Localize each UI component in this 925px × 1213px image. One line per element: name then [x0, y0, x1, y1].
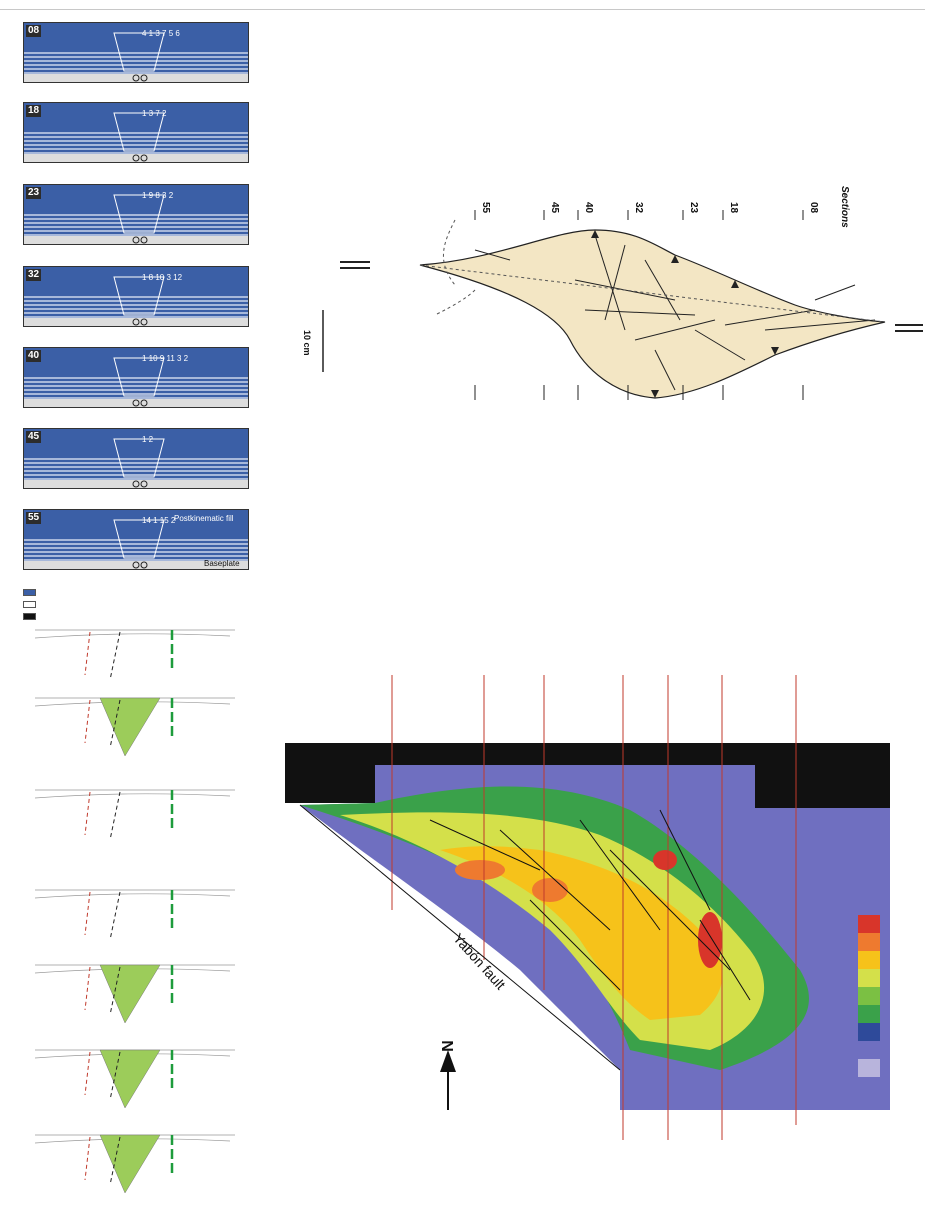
postkinematic-fill-label: Postkinematic fill	[174, 514, 234, 523]
legend-color-step	[858, 969, 880, 987]
cross-section-4	[30, 880, 242, 950]
cross-section-5	[30, 955, 242, 1025]
legend-color-step	[858, 1041, 880, 1059]
cross-section-2	[30, 688, 242, 758]
model-section-panel-18: 18 1 3 7 2	[23, 102, 249, 163]
panel-label: 32	[26, 269, 42, 281]
panel-label: 18	[26, 105, 42, 117]
model-section-panel-08: 08 4 1 3 7 5 6	[23, 22, 249, 83]
cross-section-7	[30, 1125, 242, 1195]
panel-fault-numbers: 14 1 15 2	[142, 516, 176, 525]
sections-title: Sections	[839, 186, 850, 228]
panel-label: 23	[26, 187, 42, 199]
model-map-svg	[322, 210, 923, 400]
section-label-08: 08	[808, 202, 819, 214]
section-label-32: 32	[633, 202, 644, 214]
model-section-panel-55: 55 14 1 15 2 Postkinematic fill Baseplate	[23, 509, 249, 570]
contour-map	[280, 670, 920, 1150]
legend-color-step	[858, 1005, 880, 1023]
panel-fault-numbers: 1 2	[142, 435, 154, 444]
model-section-panel-32: 32 1 8 10 3 12	[23, 266, 249, 327]
panel-fault-numbers: 1 10 9 11 3 2	[142, 354, 189, 363]
panel-label: 40	[26, 350, 42, 362]
model-section-panel-23: 23 1 9 8 3 2	[23, 184, 249, 245]
model-map-view: 55 45 40 32 23 18 08 Sections	[295, 186, 925, 420]
legend-color-step	[858, 915, 880, 933]
cross-section-6	[30, 1040, 242, 1110]
panel-label: 55	[26, 512, 42, 524]
legend-swatch-blue	[23, 589, 36, 596]
panel-fault-numbers: 1 3 7 2	[142, 109, 167, 118]
color-scale-legend	[858, 915, 880, 1077]
panel-fault-numbers: 4 1 3 7 5 6	[142, 29, 180, 38]
model-section-panel-45: 45 1 2	[23, 428, 249, 489]
baseplate-label: Baseplate	[204, 559, 240, 568]
north-arrow-label: N	[437, 1040, 455, 1052]
section-label-23: 23	[688, 202, 699, 214]
legend-swatch-white	[23, 601, 36, 608]
top-rule	[0, 9, 925, 10]
legend-color-step	[858, 987, 880, 1005]
section-label-55: 55	[480, 202, 491, 214]
cross-section-1	[30, 620, 242, 690]
contour-map-svg	[285, 675, 890, 1140]
legend-color-step	[858, 1023, 880, 1041]
panel-label: 45	[26, 431, 42, 443]
legend-color-step	[858, 951, 880, 969]
section-label-40: 40	[583, 202, 594, 214]
scale-bar-label: 10 cm	[302, 330, 312, 356]
panel-label: 08	[26, 25, 42, 37]
legend-color-step	[858, 1059, 880, 1077]
panel-fault-numbers: 1 8 10 3 12	[142, 273, 183, 282]
panel-fault-numbers: 1 9 8 3 2	[142, 191, 174, 200]
cross-section-3	[30, 780, 242, 850]
legend-color-step	[858, 933, 880, 951]
section-label-18: 18	[728, 202, 739, 214]
legend-swatch-black	[23, 613, 36, 620]
section-label-45: 45	[549, 202, 560, 214]
model-section-panel-40: 40 1 10 9 11 3 2	[23, 347, 249, 408]
